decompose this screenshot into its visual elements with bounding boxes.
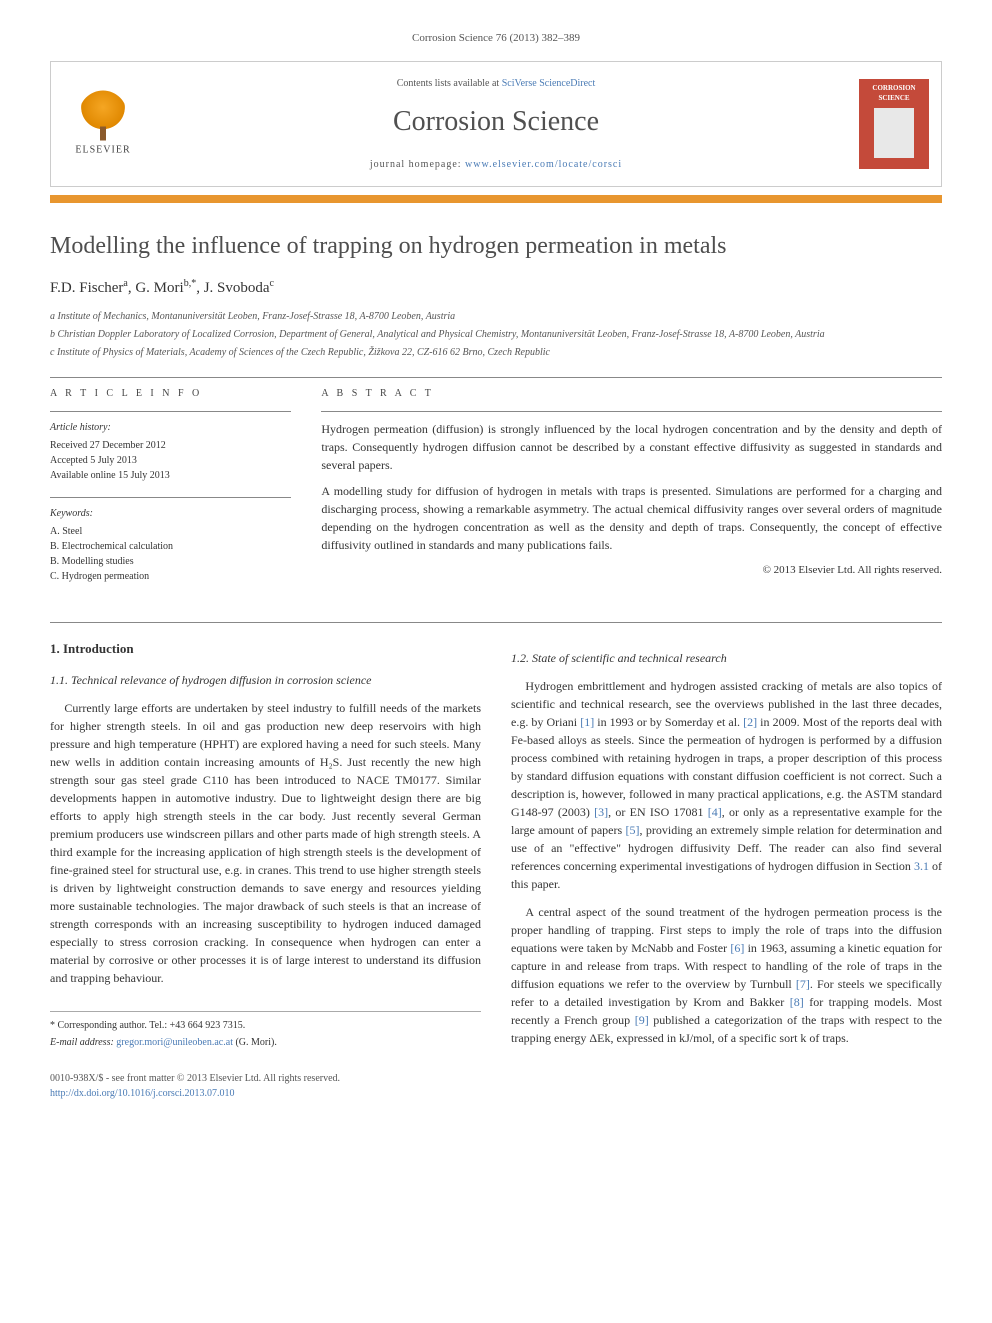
info-abstract-row: A R T I C L E I N F O Article history: R… [50,386,942,598]
homepage-prefix: journal homepage: [370,159,465,170]
email-label: E-mail address: [50,1037,116,1048]
corresponding-email-line: E-mail address: gregor.mori@unileoben.ac… [50,1035,481,1050]
keyword: B. Modelling studies [50,554,291,569]
section-link[interactable]: 3.1 [914,859,929,873]
subsection-1-2-heading: 1.2. State of scientific and technical r… [511,649,942,667]
left-column: 1. Introduction 1.1. Technical relevance… [50,639,481,1057]
ref-link[interactable]: [1] [580,715,594,729]
divider [50,622,942,623]
keyword: A. Steel [50,524,291,539]
keywords-header: Keywords: [50,506,291,521]
abstract-label: A B S T R A C T [321,386,942,401]
section-1-heading: 1. Introduction [50,639,481,659]
article-info-column: A R T I C L E I N F O Article history: R… [50,386,291,598]
divider [321,411,942,412]
abstract-p1: Hydrogen permeation (diffusion) is stron… [321,420,942,474]
copyright-line: © 2013 Elsevier Ltd. All rights reserved… [321,562,942,579]
accent-bar [50,195,942,203]
footer: 0010-938X/$ - see front matter © 2013 El… [50,1071,942,1101]
corresponding-author-note: * Corresponding author. Tel.: +43 664 92… [50,1011,481,1050]
elsevier-tree-icon [79,90,127,138]
affiliation-b: b Christian Doppler Laboratory of Locali… [50,327,942,343]
issn-line: 0010-938X/$ - see front matter © 2013 El… [50,1071,942,1086]
body-columns: 1. Introduction 1.1. Technical relevance… [50,639,942,1057]
article-info-label: A R T I C L E I N F O [50,386,291,401]
history-online: Available online 15 July 2013 [50,468,291,483]
abstract-p2: A modelling study for diffusion of hydro… [321,482,942,554]
contents-prefix: Contents lists available at [397,78,502,89]
history-header: Article history: [50,420,291,435]
abstract-text: Hydrogen permeation (diffusion) is stron… [321,420,942,554]
affiliation-c: c Institute of Physics of Materials, Aca… [50,345,942,361]
ref-link[interactable]: [2] [743,715,757,729]
publisher-name: ELSEVIER [63,142,143,157]
divider [50,497,291,498]
article-title: Modelling the influence of trapping on h… [50,231,942,262]
article-history: Article history: Received 27 December 20… [50,420,291,483]
paragraph-1-2b: A central aspect of the sound treatment … [511,903,942,1047]
contents-list-line: Contents lists available at SciVerse Sci… [161,76,831,91]
ref-link[interactable]: [6] [730,941,744,955]
abstract-column: A B S T R A C T Hydrogen permeation (dif… [321,386,942,598]
divider [50,377,942,378]
ref-link[interactable]: [5] [626,823,640,837]
journal-cover-thumbnail: CORROSION SCIENCE [859,79,929,169]
ref-link[interactable]: [4] [708,805,722,819]
ref-link[interactable]: [7] [796,977,810,991]
homepage-link[interactable]: www.elsevier.com/locate/corsci [465,159,622,170]
keyword: B. Electrochemical calculation [50,539,291,554]
divider [50,411,291,412]
paragraph-1-2a: Hydrogen embrittlement and hydrogen assi… [511,677,942,893]
paragraph-1-1: Currently large efforts are undertaken b… [50,699,481,987]
thumb-image-placeholder [874,108,914,158]
sciencedirect-link[interactable]: SciVerse ScienceDirect [502,78,596,89]
author-list: F.D. Fischera, G. Morib,*, J. Svobodac [50,276,942,300]
subsection-1-1-heading: 1.1. Technical relevance of hydrogen dif… [50,671,481,689]
corresponding-line1: * Corresponding author. Tel.: +43 664 92… [50,1018,481,1033]
doi-link[interactable]: http://dx.doi.org/10.1016/j.corsci.2013.… [50,1088,235,1099]
affiliation-a: a Institute of Mechanics, Montanuniversi… [50,309,942,325]
ref-link[interactable]: [8] [790,995,804,1009]
history-accepted: Accepted 5 July 2013 [50,453,291,468]
history-received: Received 27 December 2012 [50,438,291,453]
homepage-line: journal homepage: www.elsevier.com/locat… [161,157,831,172]
ref-link[interactable]: [3] [594,805,608,819]
affiliations: a Institute of Mechanics, Montanuniversi… [50,309,942,361]
publisher-logo: ELSEVIER [63,90,143,157]
keywords-block: Keywords: A. Steel B. Electrochemical ca… [50,506,291,584]
journal-header: ELSEVIER Contents lists available at Sci… [50,61,942,187]
email-suffix: (G. Mori). [233,1037,277,1048]
ref-link[interactable]: [9] [635,1013,649,1027]
corresponding-email-link[interactable]: gregor.mori@unileoben.ac.at [116,1037,233,1048]
keyword: C. Hydrogen permeation [50,569,291,584]
journal-title: Corrosion Science [161,101,831,143]
journal-reference: Corrosion Science 76 (2013) 382–389 [50,30,942,47]
right-column: 1.2. State of scientific and technical r… [511,639,942,1057]
thumb-title: CORROSION SCIENCE [863,83,925,104]
